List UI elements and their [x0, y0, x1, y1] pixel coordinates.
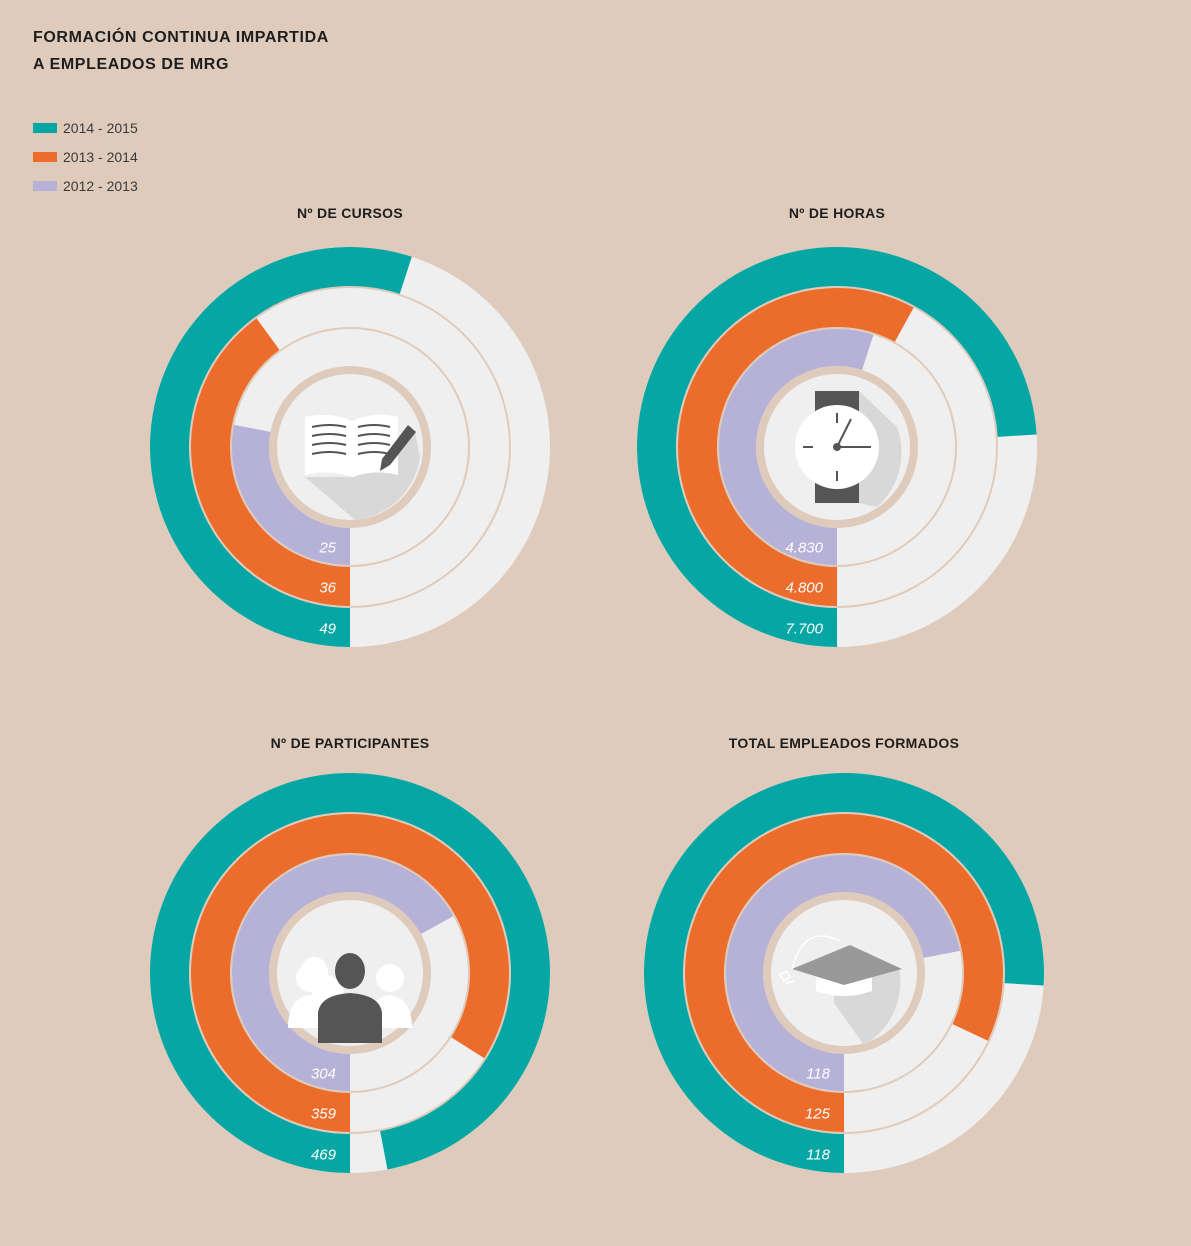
radial-chart-2: Nº DE HORAS 7.700 4.800 4.830	[636, 205, 1037, 647]
book-text-line	[357, 433, 391, 437]
legend-swatch	[33, 151, 57, 162]
icon-shadow	[859, 391, 902, 507]
watch-hand	[836, 418, 852, 448]
book-pen-icon	[305, 414, 420, 520]
legend: 2014 - 2015 2013 - 2014 2012 - 2013	[33, 113, 138, 200]
value-label: 118	[806, 1066, 831, 1083]
legend-label: 2013 - 2014	[63, 148, 138, 165]
book-text-line	[357, 442, 391, 446]
book-text-line	[311, 424, 347, 428]
ring-bar-2012-2013	[231, 424, 350, 565]
chart-title: Nº DE CURSOS	[297, 205, 403, 221]
legend-swatch	[33, 122, 57, 133]
radial-chart-3: Nº DE PARTICIPANTES 469 359 304	[149, 735, 551, 1173]
graduation-cap-icon	[778, 935, 902, 1045]
value-label: 36	[319, 580, 336, 597]
person-center-body	[318, 993, 382, 1043]
ring-bar-2012-2013	[232, 855, 454, 1091]
person-left-head	[296, 964, 324, 992]
ring-bar-2013-2014	[678, 287, 914, 606]
book-text-line	[311, 442, 347, 446]
people-icon	[288, 953, 412, 1043]
ring-bar-2012-2013	[718, 328, 874, 565]
ring-bar-2013-2014	[191, 318, 350, 606]
person-center-head	[335, 953, 365, 989]
legend-item-2012-2013: 2012 - 2013	[33, 171, 138, 200]
legend-item-2013-2014: 2013 - 2014	[33, 142, 138, 171]
book-text-line	[311, 451, 347, 455]
legend-item-2014-2015: 2014 - 2015	[33, 113, 138, 142]
book-text-line	[311, 433, 347, 437]
value-label: 118	[806, 1147, 831, 1164]
book-text-line	[357, 424, 391, 428]
chart-title: TOTAL EMPLEADOS FORMADOS	[729, 735, 959, 751]
value-label: 4.830	[785, 540, 823, 557]
pen-tip	[380, 459, 390, 471]
page-title: FORMACIÓN CONTINUA IMPARTIDA A EMPLEADOS…	[33, 24, 329, 78]
value-label: 4.800	[785, 580, 823, 597]
person-right-head	[376, 964, 404, 992]
cap-tassel-end	[778, 969, 795, 984]
cap-top	[792, 945, 902, 985]
ring-bar-2012-2013	[726, 855, 960, 1091]
legend-label: 2012 - 2013	[63, 177, 138, 194]
legend-swatch	[33, 180, 57, 191]
value-label: 304	[311, 1066, 336, 1083]
page-title-line-1: FORMACIÓN CONTINUA IMPARTIDA	[33, 29, 329, 46]
watch-pin	[833, 443, 841, 451]
chart-title: Nº DE PARTICIPANTES	[271, 735, 430, 751]
page-title-line-2: A EMPLEADOS DE MRG	[33, 56, 229, 73]
radial-chart-4: TOTAL EMPLEADOS FORMADOS 118 125 118	[643, 735, 1045, 1173]
value-label: 469	[311, 1147, 337, 1164]
ring-bar-2014-2015	[149, 247, 412, 647]
legend-label: 2014 - 2015	[63, 119, 138, 136]
value-label: 25	[318, 540, 336, 557]
wristwatch-icon	[795, 391, 902, 507]
value-label: 359	[311, 1106, 337, 1123]
cap-tassel	[791, 935, 841, 970]
value-label: 49	[319, 621, 336, 638]
pen-body	[382, 425, 416, 465]
value-label: 125	[805, 1106, 831, 1123]
chart-title: Nº DE HORAS	[789, 205, 885, 221]
radial-chart-1: Nº DE CURSOS 49 36 25	[149, 205, 550, 647]
value-label: 7.700	[785, 621, 823, 638]
book-left-page	[305, 414, 352, 477]
